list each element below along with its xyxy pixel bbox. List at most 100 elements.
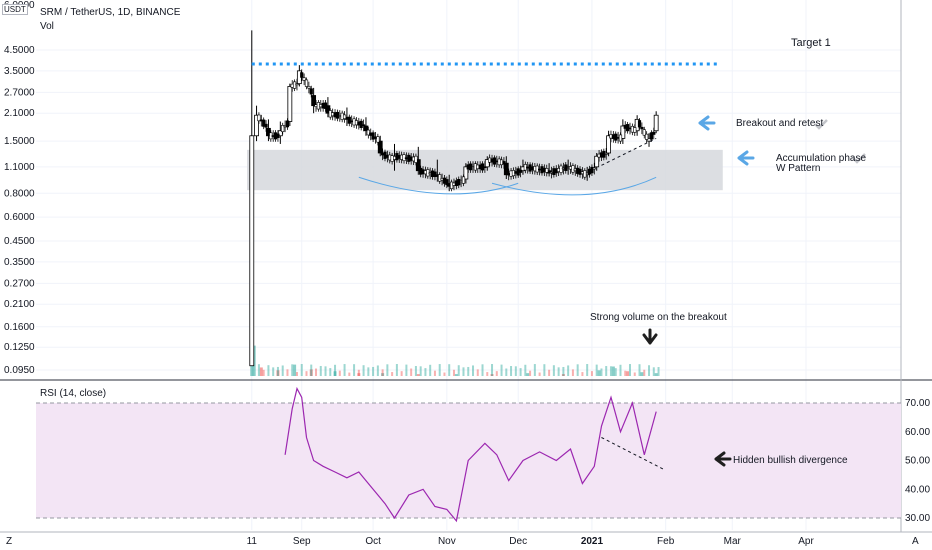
annotation-arrows bbox=[642, 115, 866, 467]
volume-fill-bar bbox=[571, 369, 574, 376]
volume-fill-bar bbox=[324, 366, 327, 376]
volume-fill-bar bbox=[538, 372, 541, 376]
volume-fill-bar bbox=[357, 369, 360, 376]
rsi-tick-1: 40.00 bbox=[905, 484, 930, 495]
price-tick-7: 0.6000 bbox=[4, 212, 35, 223]
accumulation-label: Accumulation phase bbox=[776, 153, 866, 164]
time-tick-8: Apr bbox=[798, 536, 814, 547]
candle-body bbox=[645, 133, 649, 140]
price-tick-12: 0.1600 bbox=[4, 322, 35, 333]
accumulation-check-icon bbox=[852, 153, 866, 164]
volume-fill-bar bbox=[500, 364, 503, 376]
time-tick-2: Oct bbox=[365, 536, 381, 547]
candle-body-23 bbox=[606, 135, 611, 154]
volume-fill-bar bbox=[486, 372, 489, 376]
candle-body bbox=[545, 168, 549, 173]
volume-bar-11 bbox=[490, 374, 494, 376]
candle-body bbox=[262, 119, 266, 127]
price-tick-6: 0.8000 bbox=[4, 188, 35, 199]
accumulation-arrow-icon bbox=[737, 150, 755, 166]
candle-body bbox=[281, 125, 285, 132]
volume-fill-bar bbox=[433, 370, 436, 376]
price-tick-3: 2.1000 bbox=[4, 108, 35, 119]
w-curve-left bbox=[358, 176, 519, 195]
volume-fill-bar bbox=[300, 364, 303, 376]
candle-body-6 bbox=[311, 95, 317, 107]
candle-body-10 bbox=[377, 140, 383, 154]
candle-body bbox=[445, 179, 449, 186]
volume-bar-9 bbox=[416, 374, 420, 376]
volume-fill-bar bbox=[586, 364, 589, 376]
volume-fill-bar bbox=[410, 368, 413, 376]
volume-fill-bar bbox=[367, 367, 370, 376]
volume-bar-7 bbox=[357, 373, 361, 376]
candle-body bbox=[590, 166, 594, 174]
volume-fill-bar bbox=[562, 366, 565, 376]
price-tick-11: 0.2100 bbox=[4, 299, 35, 310]
volume-fill-bar bbox=[381, 369, 384, 376]
candle-body bbox=[642, 129, 646, 136]
candle-body bbox=[304, 79, 309, 87]
volume-fill-bar bbox=[548, 369, 551, 376]
candle-body-0 bbox=[249, 135, 255, 367]
volume-fill-bar bbox=[624, 370, 627, 376]
price-tick-10: 0.2700 bbox=[4, 278, 35, 289]
volume-fill-bar bbox=[295, 372, 298, 376]
corner-right-label: A bbox=[912, 536, 919, 547]
candle-body bbox=[438, 174, 442, 182]
candle-body bbox=[564, 164, 568, 171]
volume-fill-bar bbox=[315, 368, 318, 376]
volume-bar-14 bbox=[597, 370, 601, 376]
volume-bar-3 bbox=[276, 370, 280, 376]
candle-body bbox=[390, 155, 394, 162]
candle-body-15 bbox=[463, 166, 469, 180]
volume-bar-13 bbox=[561, 374, 565, 376]
volume-label: Strong volume on the breakout bbox=[590, 312, 727, 323]
price-tick-2: 2.7000 bbox=[4, 87, 35, 98]
price-tick-0: 4.5000 bbox=[4, 45, 35, 56]
volume-fill-bar bbox=[581, 372, 584, 376]
breakout-label: Breakout and retest bbox=[736, 118, 823, 129]
candle-body bbox=[264, 123, 268, 128]
volume-fill-bar bbox=[395, 364, 398, 376]
volume-bar-16 bbox=[626, 371, 630, 376]
volume-fill-bar bbox=[262, 369, 265, 376]
candle-body bbox=[457, 179, 461, 186]
volume-fill-bar bbox=[619, 364, 622, 376]
volume-fill-bar bbox=[657, 367, 660, 376]
candle-body bbox=[461, 176, 466, 184]
price-tick-8: 0.4500 bbox=[4, 236, 35, 247]
candle-body bbox=[276, 133, 280, 138]
w-pattern-label: W Pattern bbox=[776, 163, 820, 174]
volume-fill-bar bbox=[652, 367, 655, 376]
volume-fill-bar bbox=[286, 369, 289, 376]
volume-bar-17 bbox=[640, 372, 644, 376]
candle-body bbox=[376, 136, 380, 143]
volume-fill-bar bbox=[567, 365, 570, 376]
volume-fill-bar bbox=[257, 364, 260, 376]
rsi-line bbox=[284, 386, 657, 523]
candles bbox=[249, 30, 659, 367]
rsi-tick-3: 60.00 bbox=[905, 427, 930, 438]
volume-fill-bar bbox=[419, 366, 422, 376]
volume-fill-bar bbox=[628, 364, 631, 376]
volume-fill-bar bbox=[334, 364, 337, 376]
corner-left-label: Z bbox=[6, 536, 12, 547]
volume-fill-bar bbox=[305, 371, 308, 376]
candle-body bbox=[342, 114, 347, 119]
divergence-label: Hidden bullish divergence bbox=[733, 455, 848, 466]
volume-fill-bar bbox=[386, 364, 389, 376]
volume-fill-bar bbox=[648, 365, 651, 376]
breakout-trendline[interactable] bbox=[601, 137, 657, 166]
price-tick-9: 0.3500 bbox=[4, 257, 35, 268]
candle-body bbox=[323, 102, 328, 109]
candle-body bbox=[637, 120, 642, 128]
volume-fill-bar bbox=[291, 364, 294, 376]
candle-body bbox=[414, 155, 418, 163]
candle-body bbox=[559, 165, 563, 173]
candle-body bbox=[583, 170, 587, 178]
candle-body bbox=[371, 132, 375, 140]
volume-fill-bar bbox=[405, 364, 408, 376]
volume-fill-bar bbox=[605, 366, 608, 376]
